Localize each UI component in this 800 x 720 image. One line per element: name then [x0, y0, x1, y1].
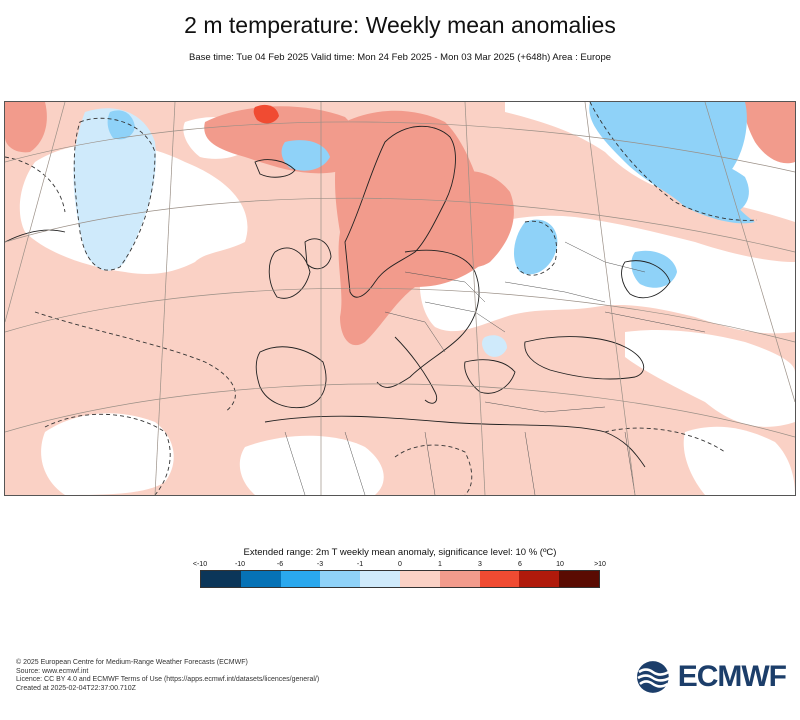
legend-tick: 0	[398, 561, 402, 568]
neutral-area-middle-east	[625, 330, 795, 427]
legend-color-swatch	[280, 571, 321, 587]
europe-map-svg	[5, 102, 795, 495]
cold-area-ukraine	[513, 219, 558, 275]
legend-color-swatch	[399, 571, 440, 587]
legend-tick: <-10	[192, 561, 208, 568]
legend-color-swatch	[201, 571, 241, 587]
ecmwf-logo-text: ECMWF	[677, 660, 787, 693]
ecmwf-logo-icon	[636, 661, 671, 693]
footer-copyright: © 2025 European Centre for Medium-Range …	[16, 659, 248, 666]
legend-tick: 3	[478, 561, 482, 568]
legend-tick: 1	[438, 561, 442, 568]
cold-area-iceland-sea	[281, 140, 330, 171]
warm-area-scandinavia	[335, 110, 499, 346]
legend-tick: >10	[594, 561, 606, 568]
legend-title: Extended range: 2m T weekly mean anomaly…	[243, 547, 557, 558]
legend-color-swatch	[320, 571, 361, 587]
legend-tick: -6	[276, 561, 284, 568]
legend-color-swatch	[240, 571, 281, 587]
legend-color-swatch	[559, 571, 599, 587]
chart-title: 2 m temperature: Weekly mean anomalies	[184, 12, 616, 38]
cold-area-greenland-core	[107, 110, 135, 140]
legend-tick: -10	[234, 561, 246, 568]
neutral-area-africa-west	[41, 413, 174, 495]
legend-color-swatch	[479, 571, 520, 587]
cold-area-greenland-west	[73, 108, 156, 271]
cold-area-caspian	[631, 250, 677, 288]
legend-tick-labels: <-10 -10 -6 -3 -1 0 1 3 6 10 >10	[193, 561, 606, 571]
footer-licence: Licence: CC BY 4.0 and ECMWF Terms of Us…	[16, 676, 320, 684]
warm-area-arctic-east	[744, 102, 795, 164]
legend-color-swatch	[360, 571, 400, 587]
cold-area-ural-south	[662, 157, 749, 217]
legend-tick: -3	[316, 561, 324, 568]
strong-warm-spot-greenland	[253, 104, 279, 124]
footer: © 2025 European Centre for Medium-Range …	[16, 659, 319, 693]
legend-tick: 6	[518, 561, 522, 568]
ecmwf-logo: ECMWF	[636, 660, 787, 694]
legend-tick: 10	[556, 561, 564, 568]
footer-created: Created at 2025-02-04T22:37:00.710Z	[16, 684, 136, 692]
legend-tick: -1	[356, 561, 364, 568]
legend-color-swatch	[439, 571, 480, 587]
graticule	[5, 102, 795, 495]
legend-color-swatch	[519, 571, 560, 587]
chart-subtitle: Base time: Tue 04 Feb 2025 Valid time: M…	[188, 52, 612, 63]
warm-area-russia-west	[429, 171, 514, 268]
neutral-area-east-europe	[419, 215, 795, 334]
anomaly-map	[4, 101, 796, 496]
coastline-lines	[5, 125, 671, 468]
footer-source: Source: www.ecmwf.int	[16, 667, 89, 675]
country-borders	[284, 241, 706, 495]
significance-contours	[5, 102, 758, 495]
cold-area-balkan	[482, 335, 507, 357]
warm-area-svalbard-west	[5, 102, 47, 153]
neutral-area-africa-central	[239, 435, 384, 495]
legend-colorbar	[200, 570, 600, 588]
